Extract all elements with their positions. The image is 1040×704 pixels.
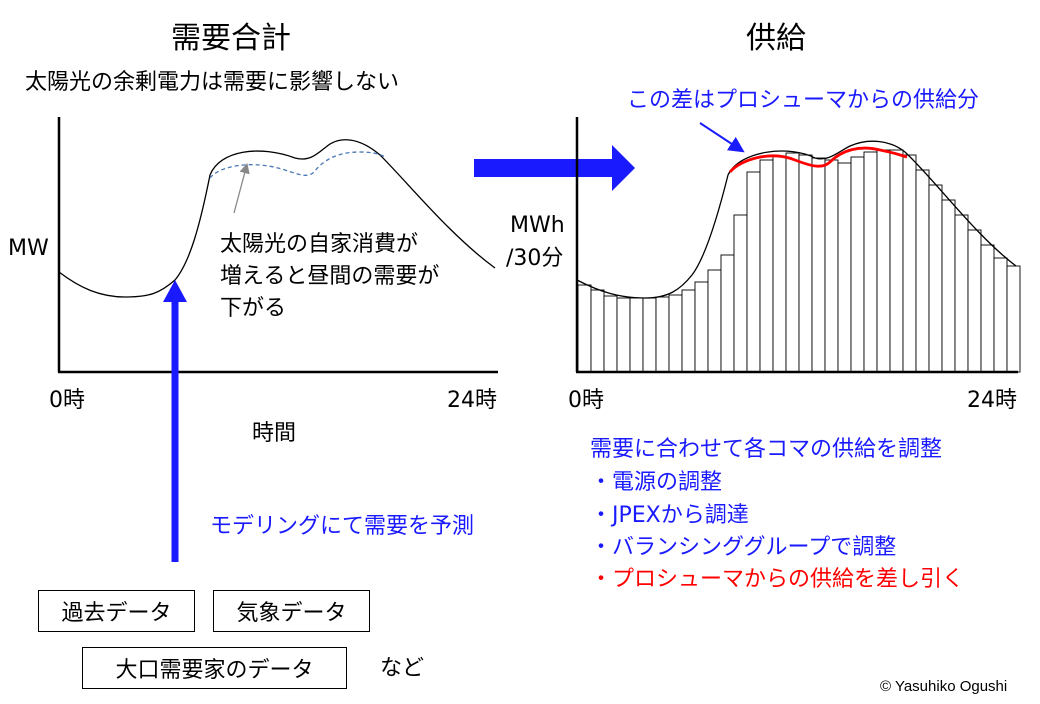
right-y-label-1: MWh <box>510 213 565 238</box>
left-reduced-demand-curve <box>209 151 386 179</box>
right-title: 供給 <box>746 21 806 56</box>
flow-arrow <box>474 145 635 191</box>
right-x-start: 0時 <box>568 388 604 413</box>
supply-bar <box>668 294 683 373</box>
prosumer-curve <box>728 146 908 173</box>
left-subtitle: 太陽光の余剰電力は需要に影響しない <box>25 70 400 95</box>
supply-bar <box>642 297 657 373</box>
supply-bar <box>759 159 774 373</box>
left-x-start: 0時 <box>49 388 85 413</box>
left-demand-curve <box>58 139 496 298</box>
supply-bar <box>720 254 735 373</box>
supply-bar <box>902 154 917 373</box>
supply-bar <box>629 297 644 373</box>
left-y-label: MW <box>8 236 49 261</box>
supply-bar <box>993 257 1008 373</box>
data-source-past: 過去データ <box>38 590 195 632</box>
supply-bar <box>655 296 670 373</box>
data-source-weather: 気象データ <box>213 590 370 632</box>
supply-bar <box>889 149 904 373</box>
supply-bar <box>577 284 592 373</box>
annotation-line-3: 下がる <box>220 296 287 321</box>
right-x-end: 24時 <box>967 388 1017 413</box>
supply-bar <box>980 244 995 373</box>
supply-bar <box>681 289 696 373</box>
difference-arrow <box>699 122 745 153</box>
supply-bar <box>967 229 982 373</box>
supply-bar <box>772 155 787 373</box>
data-source-large-customers: 大口需要家のデータ <box>82 647 347 689</box>
supply-bar <box>954 214 969 373</box>
supply-bar <box>824 159 839 373</box>
supply-bar <box>876 149 891 373</box>
right-demand-curve <box>576 140 1017 299</box>
forecast-arrow-head <box>163 280 187 302</box>
annotation-line-1: 太陽光の自家消費が <box>220 232 419 257</box>
right-y-label-2: /30分 <box>506 246 564 271</box>
supply-bar <box>798 154 813 373</box>
supply-note-2: ・JPEXから調達 <box>590 503 749 528</box>
supply-bar <box>694 281 709 373</box>
supply-notes-heading: 需要に合わせて各コマの供給を調整 <box>590 437 943 462</box>
supply-bar <box>811 157 826 373</box>
forecast-label: モデリングにて需要を予測 <box>210 514 475 539</box>
supply-note-highlight: ・プロシューマからの供給を差し引く <box>590 567 965 592</box>
supply-bar <box>941 199 956 373</box>
supply-bar <box>590 289 605 373</box>
supply-bar <box>733 214 748 373</box>
supply-note-1: ・電源の調整 <box>590 470 723 495</box>
difference-annotation: この差はプロシューマからの供給分 <box>627 88 980 113</box>
copyright: © Yasuhiko Ogushi <box>880 678 1008 695</box>
supply-bar <box>915 169 930 373</box>
supply-bar <box>785 152 800 373</box>
supply-bars <box>577 149 1021 373</box>
supply-bar <box>863 151 878 373</box>
supply-bar <box>603 295 618 373</box>
left-x-end: 24時 <box>447 388 497 413</box>
left-title: 需要合計 <box>171 21 291 56</box>
left-x-label: 時間 <box>252 421 297 446</box>
data-sources-suffix: など <box>380 656 425 681</box>
supply-bar <box>746 171 761 373</box>
supply-bar <box>616 297 631 373</box>
annotation-arrow <box>233 162 250 214</box>
supply-bar <box>850 156 865 373</box>
supply-bar <box>1006 265 1021 373</box>
supply-bar <box>707 269 722 373</box>
annotation-line-2: 増えると昼間の需要が <box>220 264 440 289</box>
supply-note-3: ・バランシンググループで調整 <box>590 535 897 560</box>
supply-bar <box>837 162 852 373</box>
supply-bar <box>928 184 943 373</box>
